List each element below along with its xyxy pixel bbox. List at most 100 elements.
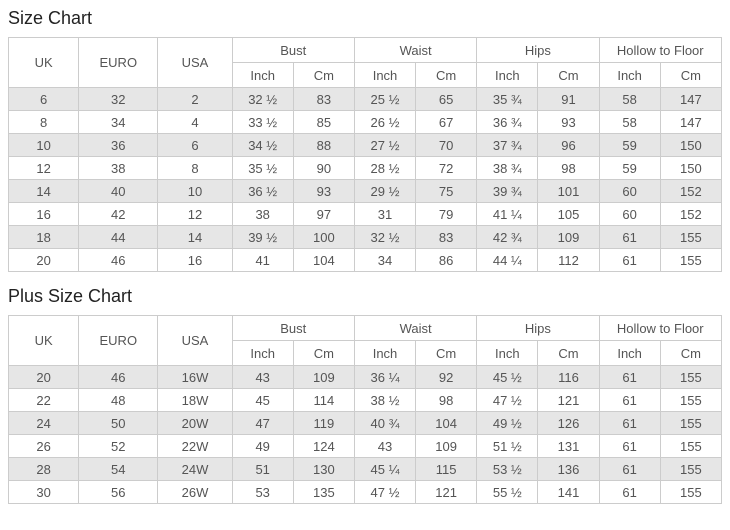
plus-size-chart-title: Plus Size Chart bbox=[8, 286, 133, 306]
size-cell: 47 ½ bbox=[476, 388, 539, 412]
size-cell: 51 ½ bbox=[476, 434, 539, 458]
size-cell: 37 ¾ bbox=[476, 133, 539, 157]
size-cell: 79 bbox=[415, 202, 478, 226]
size-cell: 48 bbox=[78, 388, 159, 412]
col-header-euro: EURO bbox=[78, 315, 159, 366]
size-cell: 59 bbox=[598, 133, 661, 157]
size-cell: 155 bbox=[659, 365, 723, 389]
size-cell: 30 bbox=[7, 480, 80, 504]
size-cell: 98 bbox=[537, 156, 600, 180]
size-cell: 10 bbox=[7, 133, 80, 157]
size-cell: 59 bbox=[598, 156, 661, 180]
size-cell: 119 bbox=[292, 411, 355, 435]
size-cell: 31 bbox=[353, 202, 417, 226]
col-header-hips-cm: Cm bbox=[537, 340, 600, 366]
size-cell: 92 bbox=[415, 365, 478, 389]
size-cell: 155 bbox=[659, 411, 723, 435]
size-cell: 18W bbox=[157, 388, 233, 412]
size-cell: 121 bbox=[415, 480, 478, 504]
size-cell: 43 bbox=[353, 434, 417, 458]
size-cell: 60 bbox=[598, 179, 661, 203]
size-cell: 35 ¾ bbox=[476, 87, 539, 111]
size-cell: 105 bbox=[537, 202, 600, 226]
size-cell: 39 ¾ bbox=[476, 179, 539, 203]
col-header-waist-inch: Inch bbox=[353, 62, 417, 88]
size-cell: 16 bbox=[157, 248, 233, 272]
size-chart-page: Size Chart UK EURO USA Bust Waist Hips H… bbox=[7, 7, 723, 504]
col-header-usa: USA bbox=[157, 315, 233, 366]
size-cell: 155 bbox=[659, 434, 723, 458]
size-row: 20 46 16W 43 109 36 ¼ 92 45 ½ 116 61 155 bbox=[7, 365, 723, 389]
size-cell: 100 bbox=[292, 225, 355, 249]
col-header-usa: USA bbox=[157, 37, 233, 88]
size-cell: 12 bbox=[7, 156, 80, 180]
size-cell: 20 bbox=[7, 248, 80, 272]
size-cell: 29 ½ bbox=[353, 179, 417, 203]
col-group-waist: Waist bbox=[353, 315, 478, 341]
size-cell: 155 bbox=[659, 225, 723, 249]
size-cell: 6 bbox=[7, 87, 80, 111]
size-cell: 104 bbox=[292, 248, 355, 272]
size-cell: 28 ½ bbox=[353, 156, 417, 180]
size-cell: 116 bbox=[537, 365, 600, 389]
size-cell: 109 bbox=[292, 365, 355, 389]
size-cell: 130 bbox=[292, 457, 355, 481]
size-cell: 40 ¾ bbox=[353, 411, 417, 435]
size-cell: 96 bbox=[537, 133, 600, 157]
size-cell: 34 ½ bbox=[231, 133, 294, 157]
col-header-hollow-inch: Inch bbox=[598, 62, 661, 88]
size-cell: 85 bbox=[292, 110, 355, 134]
size-cell: 75 bbox=[415, 179, 478, 203]
size-chart-section: Size Chart UK EURO USA Bust Waist Hips H… bbox=[7, 7, 723, 272]
size-cell: 25 ½ bbox=[353, 87, 417, 111]
size-row: 8 34 4 33 ½ 85 26 ½ 67 36 ¾ 93 58 147 bbox=[7, 110, 723, 134]
size-cell: 38 ½ bbox=[353, 388, 417, 412]
col-header-euro: EURO bbox=[78, 37, 159, 88]
size-cell: 70 bbox=[415, 133, 478, 157]
col-header-hollow-cm: Cm bbox=[659, 62, 723, 88]
size-row: 6 32 2 32 ½ 83 25 ½ 65 35 ¾ 91 58 147 bbox=[7, 87, 723, 111]
size-cell: 90 bbox=[292, 156, 355, 180]
size-cell: 112 bbox=[537, 248, 600, 272]
size-cell: 56 bbox=[78, 480, 159, 504]
size-cell: 44 bbox=[78, 225, 159, 249]
size-cell: 53 ½ bbox=[476, 457, 539, 481]
size-cell: 36 ½ bbox=[231, 179, 294, 203]
size-cell: 98 bbox=[415, 388, 478, 412]
size-cell: 46 bbox=[78, 248, 159, 272]
size-cell: 83 bbox=[415, 225, 478, 249]
size-cell: 53 bbox=[231, 480, 294, 504]
size-cell: 114 bbox=[292, 388, 355, 412]
size-cell: 42 bbox=[78, 202, 159, 226]
size-cell: 38 bbox=[78, 156, 159, 180]
size-cell: 131 bbox=[537, 434, 600, 458]
size-cell: 45 ¼ bbox=[353, 457, 417, 481]
size-cell: 8 bbox=[7, 110, 80, 134]
size-cell: 32 ½ bbox=[353, 225, 417, 249]
col-header-hips-inch: Inch bbox=[476, 62, 539, 88]
size-cell: 104 bbox=[415, 411, 478, 435]
col-group-hips: Hips bbox=[476, 315, 600, 341]
size-cell: 51 bbox=[231, 457, 294, 481]
plus-size-chart-table: UK EURO USA Bust Waist Hips Hollow to Fl… bbox=[7, 315, 723, 504]
size-cell: 14 bbox=[7, 179, 80, 203]
size-cell: 32 ½ bbox=[231, 87, 294, 111]
size-row: 14 40 10 36 ½ 93 29 ½ 75 39 ¾ 101 60 152 bbox=[7, 179, 723, 203]
col-group-hollow-to-floor: Hollow to Floor bbox=[598, 37, 723, 63]
size-cell: 8 bbox=[157, 156, 233, 180]
size-cell: 52 bbox=[78, 434, 159, 458]
size-cell: 36 ¼ bbox=[353, 365, 417, 389]
size-cell: 10 bbox=[157, 179, 233, 203]
size-cell: 24W bbox=[157, 457, 233, 481]
size-cell: 155 bbox=[659, 248, 723, 272]
size-cell: 39 ½ bbox=[231, 225, 294, 249]
size-row: 16 42 12 38 97 31 79 41 ¼ 105 60 152 bbox=[7, 202, 723, 226]
size-cell: 86 bbox=[415, 248, 478, 272]
size-cell: 72 bbox=[415, 156, 478, 180]
size-cell: 24 bbox=[7, 411, 80, 435]
size-cell: 41 bbox=[231, 248, 294, 272]
size-row: 10 36 6 34 ½ 88 27 ½ 70 37 ¾ 96 59 150 bbox=[7, 133, 723, 157]
col-header-waist-cm: Cm bbox=[415, 62, 478, 88]
size-cell: 61 bbox=[598, 388, 661, 412]
size-row: 26 52 22W 49 124 43 109 51 ½ 131 61 155 bbox=[7, 434, 723, 458]
